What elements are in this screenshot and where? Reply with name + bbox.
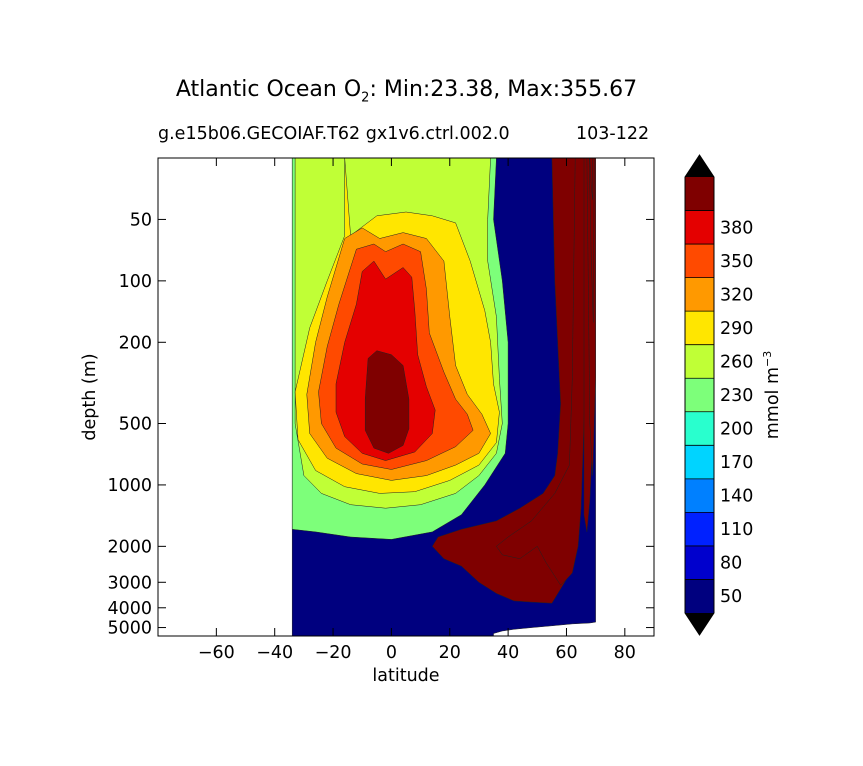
colorbar-bin: [685, 210, 714, 245]
colorbar-extend-under: [685, 613, 714, 635]
colorbar-bin: [685, 378, 714, 412]
colorbar-bin: [685, 445, 714, 479]
contour-region-13: [589, 158, 593, 200]
x-axis-label: latitude: [372, 666, 439, 686]
chart-title: Atlantic Ocean O2: Min:23.38, Max:355.67: [175, 77, 638, 106]
plot-area: −60 −40 −20 0 20 40 60 80 50 100 200 500 1000 2000 30…: [80, 157, 655, 686]
colorbar-tick-label: 350: [720, 252, 753, 272]
x-tick-label: 20: [439, 643, 461, 663]
colorbar-tick-label: 200: [720, 420, 753, 440]
colorbar-bin: [685, 512, 714, 546]
y-tick-label: 50: [130, 210, 152, 230]
colorbar-label: mmol m−3: [761, 351, 783, 440]
colorbar-bin: [685, 244, 714, 278]
colorbar-outline: [684, 154, 715, 636]
y-tick-label: 2000: [107, 537, 152, 557]
plot-frame: [157, 157, 655, 637]
y-tick-label: 3000: [107, 573, 152, 593]
colorbar-bin: [685, 277, 714, 312]
colorbar-bin: [685, 579, 714, 613]
y-tick-label: 1000: [107, 476, 152, 496]
colorbar-bin: [685, 478, 714, 513]
x-tick-label: −40: [256, 643, 293, 663]
x-tick-label: 80: [614, 643, 636, 663]
colorbar-bin: [685, 545, 714, 580]
x-tick-label: 0: [386, 643, 397, 663]
colorbar-extend-over: [685, 155, 714, 177]
chart-subtitle-left: g.e15b06.GECOIAF.T62 gx1v6.ctrl.002.0: [158, 124, 510, 144]
y-tick-label: 100: [119, 272, 152, 292]
colorbar-bin: [685, 177, 714, 211]
colorbar-tick-label: 80: [720, 554, 742, 574]
colorbar-bin: [685, 311, 714, 345]
y-tick-label: 500: [119, 414, 152, 434]
contour-region-9: [496, 158, 588, 586]
y-tick-label: 4000: [107, 599, 152, 619]
x-tick-label: 40: [497, 643, 519, 663]
colorbar-tick-label: 230: [720, 386, 753, 406]
colorbar-tick-label: 290: [720, 319, 753, 339]
colorbar-tick-label: 50: [720, 587, 742, 607]
x-tick-label: −60: [198, 643, 235, 663]
colorbar-tick-label: 260: [720, 353, 753, 373]
contour-layer: [291, 158, 596, 636]
colorbar-tick-label: 140: [720, 487, 753, 507]
colorbar-bin: [685, 411, 714, 446]
y-axis-label: depth (m): [80, 353, 100, 440]
colorbar: 50 80 110 140 170 200 230 260 290 320 350 380 mmol …: [684, 154, 783, 636]
colorbar-tick-label: 110: [720, 520, 753, 540]
y-tick-label: 200: [119, 333, 152, 353]
x-axis: −60 −40 −20 0 20 40 60 80: [198, 158, 636, 663]
contour-region-7: [364, 350, 410, 454]
x-tick-label: 60: [555, 643, 577, 663]
colorbar-tick-label: 380: [720, 218, 753, 238]
colorbar-bins: [684, 154, 715, 636]
y-tick-label: 5000: [107, 619, 152, 639]
x-tick-label: −20: [315, 643, 352, 663]
colorbar-tick-label: 170: [720, 453, 753, 473]
colorbar-tick-label: 320: [720, 285, 753, 305]
colorbar-bin: [685, 344, 714, 379]
colorbar-ticks: 50 80 110 140 170 200 230 260 290 320 350 380: [685, 210, 753, 607]
chart-subtitle-right: 103-122: [576, 124, 650, 144]
